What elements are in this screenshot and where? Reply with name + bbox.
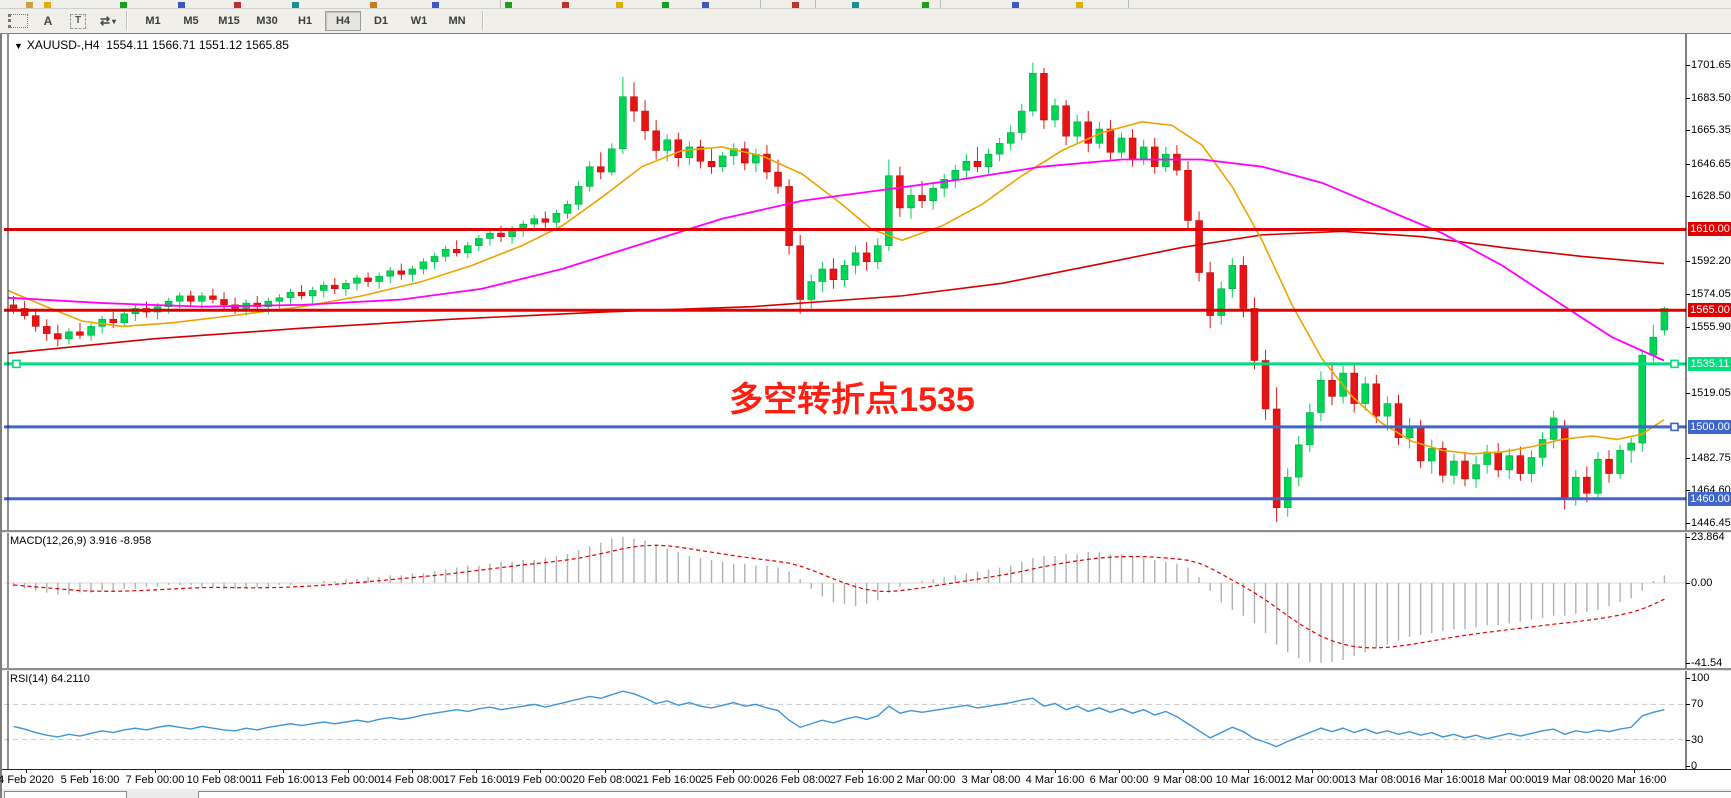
toolbar-icon-fragment[interactable] bbox=[292, 2, 299, 8]
toolbar-separator bbox=[500, 0, 501, 8]
dropdown-caret-icon[interactable]: ▾ bbox=[112, 16, 117, 26]
toolbar-separator bbox=[126, 11, 128, 31]
toolbar-icon-fragment[interactable] bbox=[562, 2, 569, 8]
timeframe-button-m5[interactable]: M5 bbox=[183, 15, 199, 27]
expander-icon[interactable]: ▼ bbox=[14, 41, 23, 51]
time-axis-label: 2 Mar 00:00 bbox=[896, 774, 956, 786]
toolbar-icon-fragment[interactable] bbox=[1076, 2, 1083, 8]
time-axis-label: 12 Mar 00:00 bbox=[1279, 774, 1345, 786]
toolbar-separator bbox=[815, 0, 816, 8]
timeframe-button-mn[interactable]: MN bbox=[448, 15, 466, 27]
time-axis-label: 20 Mar 16:00 bbox=[1601, 774, 1667, 786]
time-axis[interactable]: 4 Feb 2020 5 Feb 16:00 7 Feb 00:00 10 Feb 0… bbox=[0, 769, 1731, 790]
text-annotation[interactable]: 多空转折点1535 bbox=[729, 381, 975, 419]
time-axis-label: 9 Mar 08:00 bbox=[1153, 774, 1213, 786]
timeframe-button-group: M1 M5 M15 M30 H1 H4 D1 W1 MN bbox=[134, 11, 476, 31]
timeframe-button-d1[interactable]: D1 bbox=[373, 15, 389, 27]
macd-histogram bbox=[12, 536, 1666, 663]
time-axis-label: 18 Mar 00:00 bbox=[1472, 774, 1538, 786]
time-axis-label: 16 Mar 16:00 bbox=[1408, 774, 1474, 786]
time-axis-label: 3 Mar 08:00 bbox=[961, 774, 1021, 786]
time-axis-label: 27 Feb 16:00 bbox=[829, 774, 895, 786]
ohlc-values: 1554.11 1566.71 1551.12 1565.85 bbox=[106, 38, 289, 52]
timeframe-button-m15[interactable]: M15 bbox=[218, 15, 240, 27]
macd-label: MACD(12,26,9) 3.916 -8.958 bbox=[10, 535, 152, 547]
toolbar-icon-fragment[interactable] bbox=[505, 2, 512, 8]
chart-window[interactable]: ▼ XAUUSD-,H4 1554.11 1566.71 1551.12 1565… bbox=[0, 33, 1731, 798]
time-axis-label: 20 Feb 08:00 bbox=[572, 774, 638, 786]
pane-separator[interactable] bbox=[2, 668, 1731, 671]
toolbar-separator bbox=[940, 0, 941, 8]
time-axis-label: 13 Mar 08:00 bbox=[1343, 774, 1409, 786]
timeframe-button-m30[interactable]: M30 bbox=[256, 15, 278, 27]
toolbar-icon-fragment[interactable] bbox=[662, 2, 669, 8]
time-axis-label: 7 Feb 00:00 bbox=[125, 774, 185, 786]
time-axis-label: 13 Feb 00:00 bbox=[315, 774, 381, 786]
timeframe-button-m1[interactable]: M1 bbox=[145, 15, 161, 27]
time-axis-label: 10 Feb 08:00 bbox=[186, 774, 252, 786]
line-handle[interactable] bbox=[12, 359, 21, 369]
toolbar-separator bbox=[482, 11, 484, 31]
time-axis-label: 19 Mar 08:00 bbox=[1536, 774, 1602, 786]
chart-title: ▼ XAUUSD-,H4 1554.11 1566.71 1551.12 1565… bbox=[14, 38, 289, 52]
time-axis-label: 14 Feb 08:00 bbox=[379, 774, 445, 786]
toolbar-icon-fragment[interactable] bbox=[922, 2, 929, 8]
time-axis-label: 21 Feb 16:00 bbox=[636, 774, 702, 786]
toolbar-icon-fragment[interactable] bbox=[616, 2, 623, 8]
candlesticks bbox=[9, 62, 1669, 523]
toolbar-icon-fragment[interactable] bbox=[178, 2, 185, 8]
time-axis-label: 19 Feb 00:00 bbox=[507, 774, 573, 786]
time-axis-label: 4 Feb 2020 bbox=[0, 774, 54, 786]
timeframe-button-w1[interactable]: W1 bbox=[410, 15, 428, 27]
ma-trend-line bbox=[7, 230, 1665, 355]
toolbar-icon-fragment[interactable] bbox=[370, 2, 377, 8]
toolbar-separator bbox=[1128, 0, 1129, 8]
chart-shift-icon[interactable] bbox=[6, 12, 30, 31]
toolbar-icon-fragment[interactable] bbox=[702, 2, 709, 8]
price-chart-pane[interactable] bbox=[2, 34, 1731, 531]
time-axis-label: 10 Mar 16:00 bbox=[1215, 774, 1281, 786]
time-axis-label: 6 Mar 00:00 bbox=[1089, 774, 1149, 786]
ma-fast-line bbox=[7, 120, 1665, 455]
line-handle[interactable] bbox=[1670, 359, 1679, 369]
toolbar-icon-fragment[interactable] bbox=[120, 2, 127, 8]
timeframe-button-h1[interactable]: H1 bbox=[297, 15, 313, 27]
macd-signal-line bbox=[13, 544, 1665, 649]
bottom-panel-box[interactable] bbox=[4, 791, 127, 798]
horizontal-level-lines bbox=[4, 227, 1686, 501]
line-handle[interactable] bbox=[1670, 422, 1679, 432]
rsi-label: RSI(14) 64.2110 bbox=[10, 673, 90, 685]
toolbar-icon-fragment[interactable] bbox=[44, 2, 51, 8]
time-axis-label: 11 Feb 16:00 bbox=[250, 774, 315, 786]
toolbar-icon-fragment[interactable] bbox=[234, 2, 241, 8]
time-axis-label: 4 Mar 16:00 bbox=[1025, 774, 1085, 786]
objects-arrow-icon[interactable]: ⇄ ▾ bbox=[99, 14, 117, 28]
time-axis-label: 25 Feb 00:00 bbox=[700, 774, 766, 786]
pane-separator[interactable] bbox=[2, 530, 1731, 533]
toolbar: A T ⇄ ▾ M1 M5 M15 M30 H1 H4 D1 W1 MN bbox=[0, 9, 1731, 34]
ma-slow-line bbox=[7, 158, 1665, 362]
top-toolbar-strip bbox=[0, 0, 1731, 9]
toolbar-separator bbox=[760, 0, 761, 8]
text-label-icon[interactable]: T bbox=[66, 12, 90, 31]
time-axis-label: 5 Feb 16:00 bbox=[60, 774, 120, 786]
rsi-indicator-pane[interactable] bbox=[2, 670, 1731, 769]
toolbar-icon-fragment[interactable] bbox=[432, 2, 439, 8]
toolbar-icon-fragment[interactable] bbox=[852, 2, 859, 8]
symbol-period: XAUUSD-,H4 bbox=[26, 38, 100, 52]
timeframe-button-h4[interactable]: H4 bbox=[325, 11, 361, 31]
toolbar-icon-fragment[interactable] bbox=[792, 2, 799, 8]
time-axis-label: 26 Feb 08:00 bbox=[765, 774, 831, 786]
time-axis-label: 17 Feb 16:00 bbox=[443, 774, 509, 786]
bottom-panel-box[interactable] bbox=[198, 791, 1731, 798]
font-icon[interactable]: A bbox=[43, 14, 53, 28]
bottom-panel-edge bbox=[2, 789, 1731, 798]
toolbar-icon-fragment[interactable] bbox=[1012, 2, 1019, 8]
toolbar-icon-fragment[interactable] bbox=[26, 2, 33, 8]
macd-indicator-pane[interactable] bbox=[2, 532, 1731, 668]
rsi-line bbox=[13, 690, 1665, 748]
